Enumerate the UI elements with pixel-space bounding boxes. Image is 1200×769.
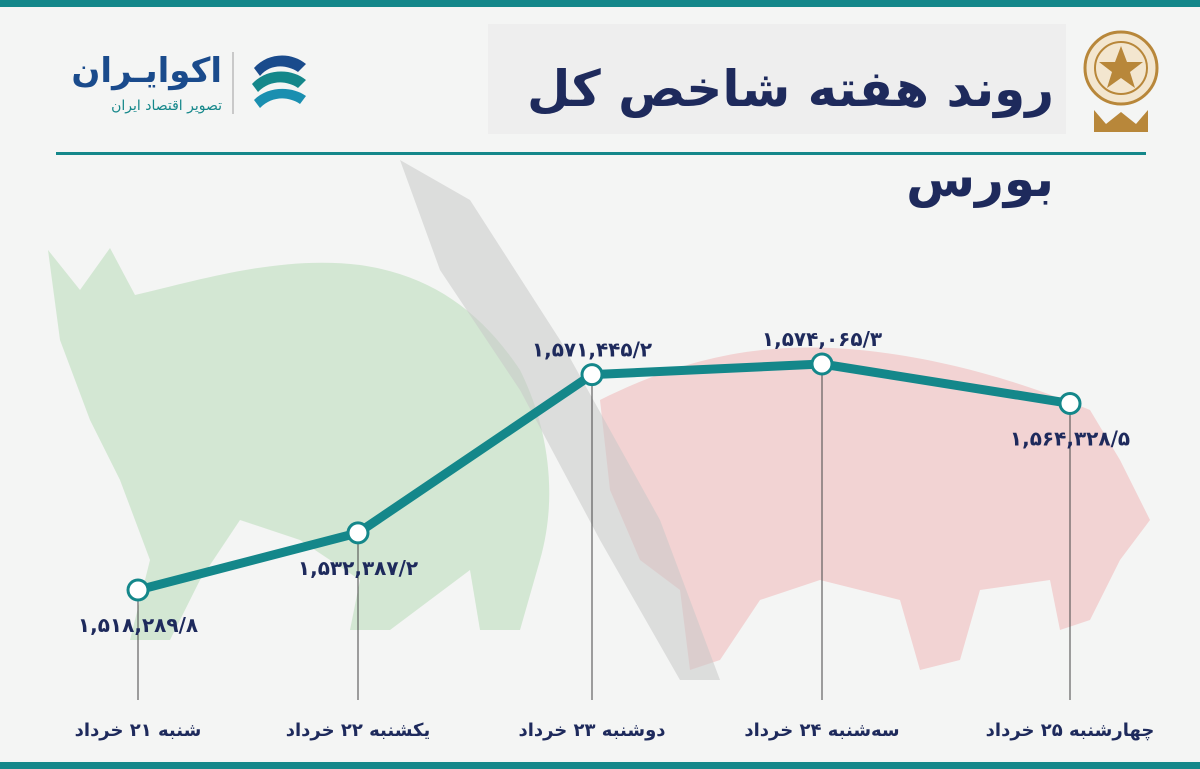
ecoiran-logo-icon bbox=[252, 55, 306, 108]
bottom-accent-bar bbox=[0, 762, 1200, 769]
data-point bbox=[580, 363, 604, 387]
data-point bbox=[810, 352, 834, 376]
top-accent-bar bbox=[0, 0, 1200, 7]
logo-divider bbox=[232, 52, 234, 114]
title-background bbox=[488, 24, 1066, 134]
data-point bbox=[346, 521, 370, 545]
logo-name: اکوایـران bbox=[71, 51, 222, 91]
data-point bbox=[126, 578, 150, 602]
bull-and-bear-icon bbox=[48, 160, 1150, 680]
data-label: ۱,۵۷۱,۴۴۵/۲ bbox=[532, 338, 652, 362]
x-tick-label: شنبه ۲۱ خرداد bbox=[75, 720, 202, 741]
data-label: ۱,۵۱۸,۲۸۹/۸ bbox=[78, 613, 198, 637]
data-label: ۱,۵۳۲,۳۸۷/۲ bbox=[298, 556, 418, 580]
header-divider bbox=[56, 152, 1146, 155]
logo-tagline: تصویر اقتصاد ایران bbox=[111, 98, 222, 114]
data-label: ۱,۵۷۴,۰۶۵/۳ bbox=[762, 327, 882, 351]
bear-silhouette bbox=[600, 347, 1150, 670]
data-point bbox=[1058, 391, 1082, 415]
arrow-silhouette bbox=[400, 160, 720, 680]
series-line bbox=[133, 359, 1075, 595]
data-label: ۱,۵۶۴,۳۲۸/۵ bbox=[1010, 426, 1130, 450]
bull-silhouette bbox=[48, 248, 550, 640]
x-tick-label: چهارشنبه ۲۵ خرداد bbox=[986, 720, 1155, 741]
x-tick-label: دوشنبه ۲۳ خرداد bbox=[518, 720, 665, 741]
page-title: روند هفته شاخص کل بورس bbox=[526, 60, 1054, 208]
x-tick-label: یکشنبه ۲۲ خرداد bbox=[286, 720, 431, 741]
x-tick-label: سه‌شنبه ۲۴ خرداد bbox=[744, 720, 899, 741]
tehran-stock-exchange-emblem-icon bbox=[1083, 30, 1159, 132]
ecoiran-logo: اکوایـران تصویر اقتصاد ایران bbox=[56, 40, 316, 130]
